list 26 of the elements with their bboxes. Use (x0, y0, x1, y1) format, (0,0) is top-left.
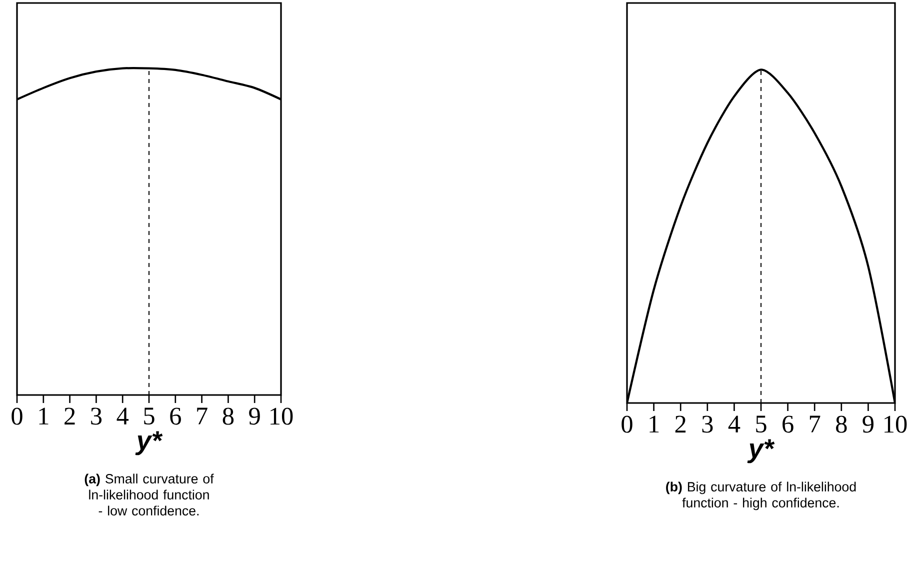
x-tick-label: 5 (144, 408, 154, 425)
x-tick-label: 2 (64, 408, 75, 424)
x-tick-label: 1 (39, 408, 48, 424)
x-tick-label: 4 (728, 416, 740, 432)
x-tick-label: 6 (782, 416, 794, 433)
x-tick-label: 4 (116, 408, 129, 424)
x-tick-label: 7 (197, 408, 208, 424)
x-tick-label: 10 (884, 416, 907, 433)
x-tick-label: 3 (702, 416, 713, 433)
x-tick-label: 0 (12, 408, 22, 425)
x-tick-label: 8 (836, 416, 847, 433)
x-tick-label: 7 (810, 416, 820, 432)
x-tick-label: 1 (650, 416, 659, 432)
x-tick-label: 5 (756, 416, 766, 433)
x-tick-label: 8 (222, 408, 234, 425)
x-tick-label: 0 (622, 416, 632, 433)
x-tick-label: 10 (270, 408, 293, 425)
x-tick-label: 2 (675, 416, 686, 432)
text: (a) Small curvature of ln-likelihood function - low confidence. (84, 474, 214, 516)
x-tick-label: 6 (170, 408, 181, 425)
x-tick-label: 9 (249, 408, 260, 425)
x-axis-title: y* (747, 439, 775, 464)
x-axis-title: y* (135, 431, 163, 456)
text: (b) Big curvature of ln-likelihood function - high confidence. (666, 482, 856, 510)
x-tick-label: 3 (91, 408, 102, 425)
x-tick-label: 9 (862, 416, 874, 433)
